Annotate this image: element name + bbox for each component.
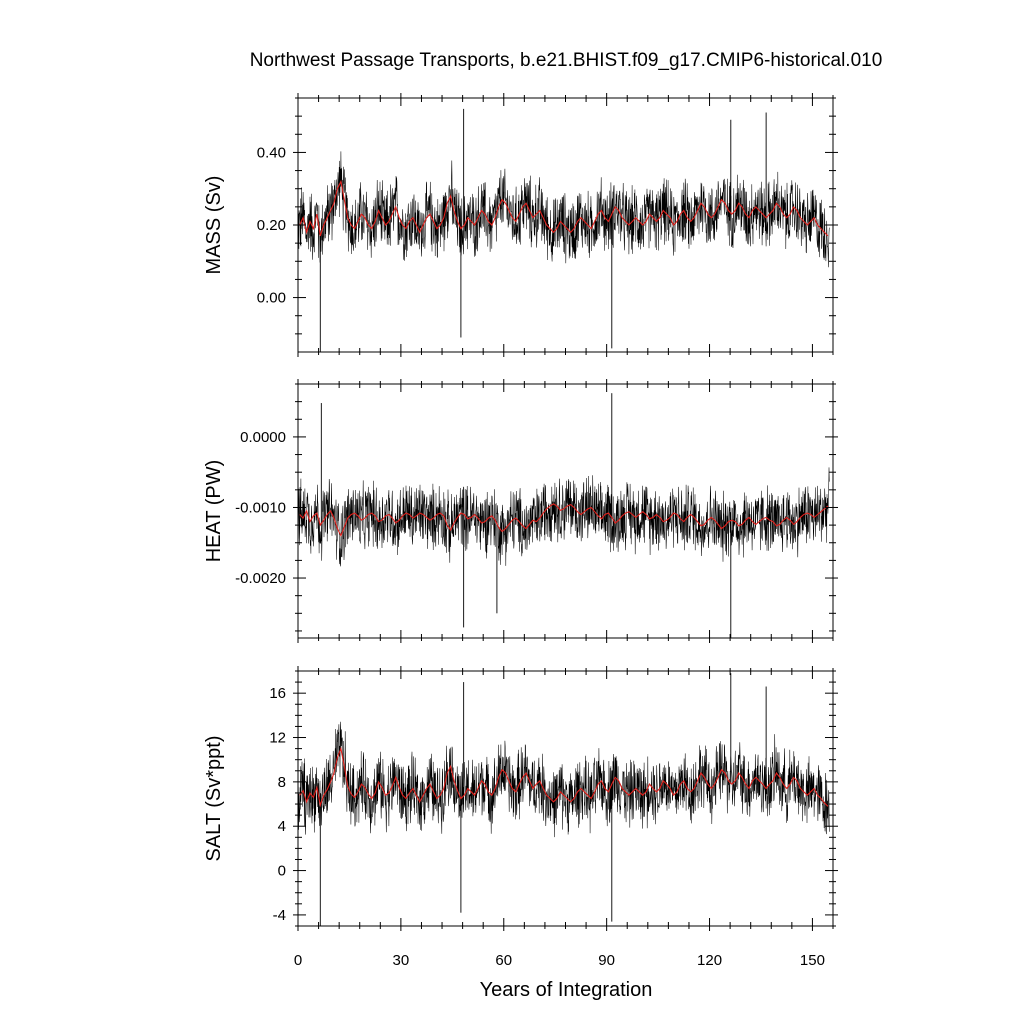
x-tick-label: 60 bbox=[495, 952, 512, 969]
x-tick-label: 150 bbox=[800, 952, 825, 969]
y-axis-label: SALT (Sv*ppt) bbox=[203, 736, 225, 862]
plot-area-2 bbox=[298, 673, 830, 926]
y-tick-label: 8 bbox=[278, 774, 286, 791]
monthly-series-line bbox=[298, 151, 830, 268]
x-tick-label: 120 bbox=[697, 952, 722, 969]
panel-2: -4 0 4 8 12 16 SALT (Sv*ppt) bbox=[203, 666, 838, 931]
x-tick-label: 90 bbox=[598, 952, 615, 969]
y-tick-label: 4 bbox=[278, 818, 286, 835]
y-tick-label: 0.00 bbox=[257, 290, 286, 307]
y-tick-label: 0.40 bbox=[257, 144, 286, 161]
y-axis-label: MASS (Sv) bbox=[203, 176, 225, 275]
panels-group: 0.00 0.20 0.40 MASS (Sv) 0.0000 -0.0010 -0.002… bbox=[203, 93, 838, 931]
running-mean-line bbox=[299, 503, 829, 538]
plot-area-1 bbox=[298, 393, 830, 638]
x-tick-label: 30 bbox=[393, 952, 410, 969]
running-mean-line bbox=[299, 746, 829, 808]
y-tick-label: -4 bbox=[273, 907, 286, 924]
x-tick-label: 0 bbox=[294, 952, 302, 969]
running-mean-line bbox=[299, 179, 829, 237]
y-tick-label: 12 bbox=[269, 730, 286, 747]
x-axis-label: Years of Integration bbox=[480, 979, 653, 1001]
y-tick-label: 16 bbox=[269, 685, 286, 702]
monthly-series-line bbox=[298, 721, 830, 838]
chart-title: Northwest Passage Transports, b.e21.BHIS… bbox=[250, 50, 883, 71]
y-tick-label: 0 bbox=[278, 863, 286, 880]
y-tick-label: 0.20 bbox=[257, 217, 286, 234]
panel-1: 0.0000 -0.0010 -0.0020 HEAT (PW) bbox=[203, 379, 838, 643]
y-axis-label: HEAT (PW) bbox=[203, 460, 225, 563]
y-tick-label: 0.0000 bbox=[240, 429, 286, 446]
monthly-series-line bbox=[298, 467, 830, 567]
y-tick-label: -0.0020 bbox=[235, 570, 286, 587]
panel-0: 0.00 0.20 0.40 MASS (Sv) bbox=[203, 93, 838, 357]
x-tick-labels: 0 30 60 90 120 150 bbox=[294, 952, 825, 969]
plot-area-0 bbox=[298, 108, 830, 352]
y-tick-label: -0.0010 bbox=[235, 499, 286, 516]
